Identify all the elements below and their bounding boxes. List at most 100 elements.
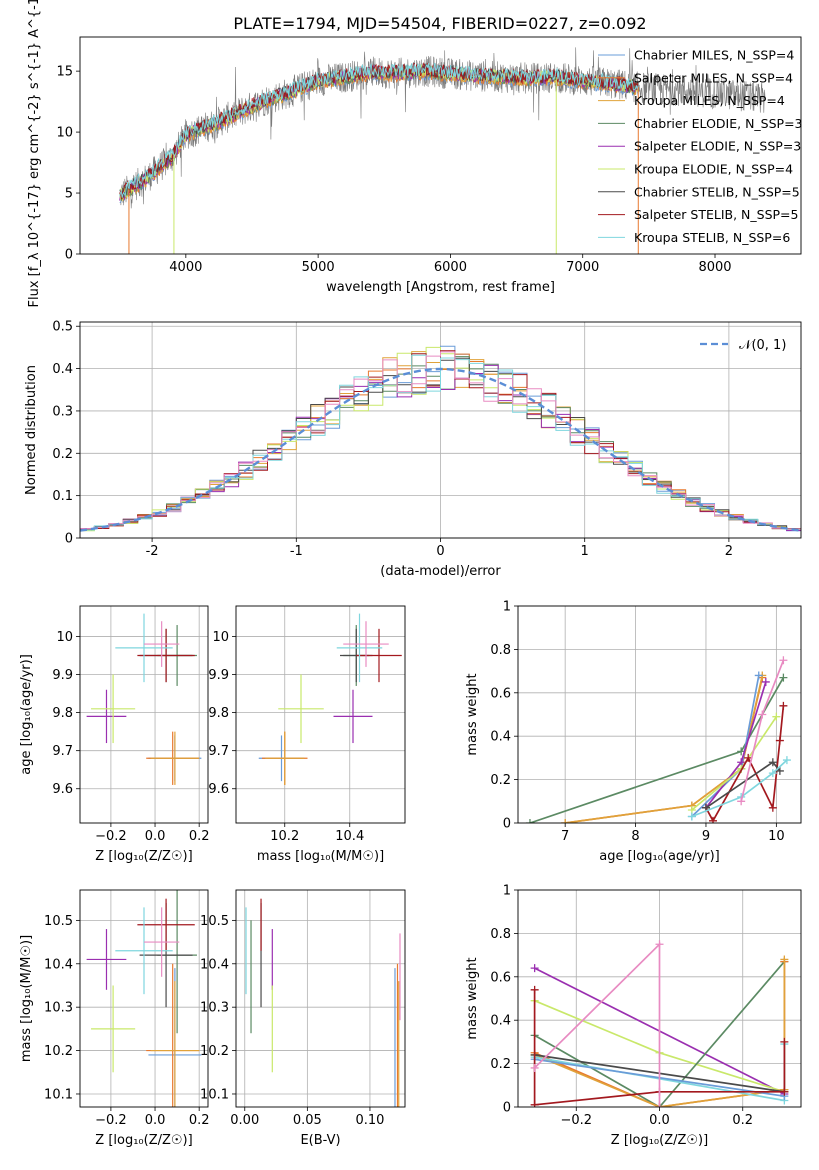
legend-label: Salpeter ELODIE, N_SSP=3 [634,139,801,154]
mass_weight_vs_Z-ylabel: mass weight [465,957,480,1039]
weight-point-marker [775,766,784,775]
weight-point-marker [655,1103,664,1107]
mass_weight_vs_Z-plot-area [530,940,789,1107]
legend-label: Salpeter MILES, N_SSP=4 [634,70,793,85]
weight-point-marker [772,712,781,721]
residuals-ytick-label: 0.1 [52,489,73,504]
residuals-xtick-label: -2 [146,544,159,559]
residuals-xlabel: (data-model)/error [380,564,501,579]
mass_weight_vs_Z-ytick-label: 0.8 [490,927,511,942]
residuals-ytick-label: 0.3 [52,404,73,419]
residuals-ytick-label: 0 [65,532,73,547]
mass_vs_Z-xtick-label: 0.2 [189,1113,210,1128]
residuals-ylabel: Normed distribution [24,365,39,495]
weight-point-marker [737,797,746,806]
age_vs_Z-ytick-label: 9.6 [52,782,73,797]
weight-line [534,961,786,1107]
weight-point-marker [687,812,696,821]
mass_vs_ebv-frame [235,889,406,1108]
residuals-panel: -2 -1 0 1 2 0 0.1 0.2 0.3 0.4 0.5 (data-model)/erro… [24,320,802,579]
residual-histogram [80,346,801,538]
mass_vs_Z-xtick-label: 0.0 [145,1113,166,1128]
mass_weight_vs_age-frame [517,605,802,824]
residuals-xtick-label: -1 [290,544,303,559]
mass_vs_Z-ytick-label: 10.1 [44,1087,73,1102]
weight-point-marker [768,758,777,767]
mass_weight_vs_Z-frame [517,889,802,1108]
mass_vs_ebv-ytick-label: 10.4 [200,957,229,972]
age_vs_mass-ytick-label: 10 [212,630,229,645]
mass_weight_vs_age-ytick-label: 0.6 [490,686,511,701]
weight-point-marker [768,769,777,778]
age_vs_Z-xlabel: Z [log₁₀(Z/Z☉)] [95,849,192,864]
legend-label: Salpeter STELIB, N_SSP=5 [634,207,798,222]
age_vs_Z-frame [79,605,209,824]
weight-line [534,959,786,1107]
mass_weight_vs_age-ylabel: mass weight [465,673,480,755]
legend-label: 𝒩(0, 1) [739,338,786,353]
mass_vs_Z-panel: −0.2 0.0 0.2 10.1 10.2 10.3 10.4 10.5 Z [log₁₀(Z… [19,889,210,1148]
age_vs_Z-xtick-label: −0.2 [95,829,127,844]
mass_vs_ebv-ytick-label: 10.5 [200,914,229,929]
residuals-legend: 𝒩(0, 1) [700,338,786,353]
spectrum-ytick-label: 10 [56,126,73,141]
mass_weight_vs_age-xlabel: age [log₁₀(age/yr)] [599,849,720,864]
figure-title: PLATE=1794, MJD=54504, FIBERID=0227, z=0… [233,14,646,33]
spectrum-ylabel: Flux [f_λ 10^{-17} erg cm^{-2} s^{-1} A^… [27,0,42,307]
weight-point-marker [754,671,763,680]
mass_vs_Z-xlabel: Z [log₁₀(Z/Z☉)] [95,1133,192,1148]
residuals-frame [79,321,802,539]
mass_vs_ebv-plot-area [245,898,401,1107]
mass_weight_vs_Z-panel: −0.2 0.0 0.2 0 0.2 0.4 0.6 0.8 1 Z [log₁₀(Z/Z☉)] m… [465,884,802,1148]
mass_vs_Z-ylabel: mass [log₁₀(M/M☉)] [19,935,34,1062]
mass_vs_Z-ytick-label: 10.5 [44,914,73,929]
mass_vs_Z-frame [79,889,209,1108]
weight-point-marker [775,736,784,745]
legend-label: Chabrier ELODIE, N_SSP=3 [634,116,803,131]
age_vs_Z-xtick-label: 0.0 [145,829,166,844]
mass_weight_vs_Z-ytick-label: 1 [503,884,511,899]
mass_vs_ebv-ytick-label: 10.3 [200,1001,229,1016]
weight-point-marker [780,1087,789,1096]
age_vs_Z-ytick-label: 9.7 [52,744,73,759]
age_vs_Z-ytick-label: 9.8 [52,706,73,721]
mass_weight_vs_Z-ytick-label: 0.6 [490,970,511,985]
weight-point-marker [761,677,770,686]
mass_weight_vs_Z-xtick-label: 0.0 [649,1113,670,1128]
weight-point-marker [780,1037,789,1046]
weight-point-marker [530,985,539,994]
mass_weight_vs_age-xtick-label: 9 [702,829,710,844]
spectrum-plot-area [119,47,766,254]
mass_weight_vs_age-xtick-label: 7 [561,829,569,844]
mass_vs_ebv-xtick-label: 0.10 [355,1113,384,1128]
age_vs_Z-ytick-label: 10 [56,630,73,645]
weight-point-marker [779,701,788,710]
spectrum-frame [79,36,802,255]
weight-point-marker [768,803,777,812]
mass_weight_vs_Z-xtick-label: −0.2 [560,1113,592,1128]
age_vs_Z-panel: −0.2 0.0 0.2 9.6 9.7 9.8 9.9 10 Z [log₁₀(Z/Z☉)] a… [19,605,210,864]
mass_vs_Z-ytick-label: 10.3 [44,1001,73,1016]
weight-point-marker [561,819,570,823]
age_vs_mass-xtick-label: 10.2 [270,829,299,844]
mass_weight_vs_age-xtick-label: 10 [768,829,785,844]
weight-point-marker [525,819,534,823]
mass_weight_vs_age-plot-area [525,656,791,823]
mass_weight_vs_age-xtick-label: 8 [631,829,639,844]
normal-curve [80,367,801,532]
spectrum-xtick-label: 6000 [434,260,467,275]
spectrum-data-line [119,47,766,209]
legend-label: Chabrier STELIB, N_SSP=5 [634,184,800,199]
weight-point-marker [758,710,767,719]
spectrum-panel: 4000 5000 6000 7000 8000 0 5 10 15 wavelength [An… [27,0,803,307]
mass_weight_vs_age-ytick-label: 1 [503,600,511,615]
mass_vs_ebv-ytick-label: 10.2 [200,1044,229,1059]
weight-line [691,759,788,818]
legend-label: Kroupa ELODIE, N_SSP=4 [634,162,793,177]
age_vs_mass-frame [235,605,406,824]
age_vs_Z-ytick-label: 9.9 [52,668,73,683]
mass_weight_vs_Z-ytick-label: 0.4 [490,1014,511,1029]
spectrum-ytick-label: 15 [56,65,73,80]
weight-line [534,942,661,1107]
